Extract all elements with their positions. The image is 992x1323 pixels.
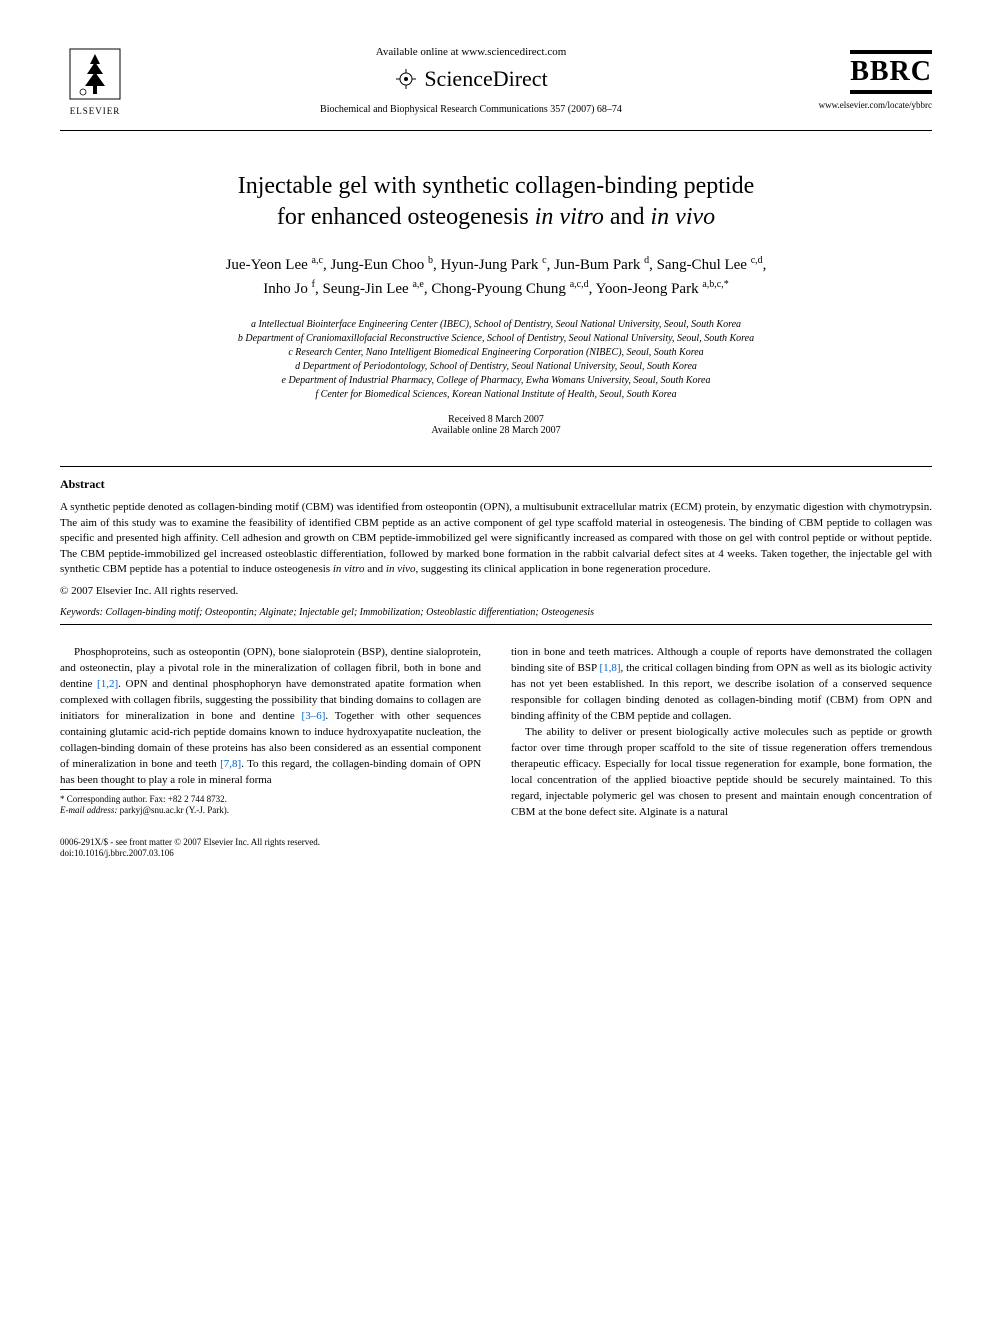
email-name: (Y.-J. Park). (186, 805, 229, 815)
author-1-sup: a,c (312, 255, 323, 266)
col2-p2: The ability to deliver or present biolog… (511, 725, 932, 821)
corresponding-label: * Corresponding author. Fax: +82 2 744 8… (60, 794, 481, 806)
abstract-part2: , suggesting its clinical application in… (416, 563, 711, 575)
keywords: Keywords: Collagen-binding motif; Osteop… (60, 607, 932, 618)
date-received: Received 8 March 2007 (60, 414, 932, 425)
affiliation-f: f Center for Biomedical Sciences, Korean… (60, 388, 932, 402)
elsevier-label: ELSEVIER (70, 106, 121, 116)
author-8: , Chong-Pyoung Chung (424, 281, 570, 297)
header-divider (60, 130, 932, 131)
page-footer: 0006-291X/$ - see front matter © 2007 El… (60, 837, 932, 860)
author-6: Inho Jo (263, 281, 311, 297)
email-label: E-mail address: (60, 805, 117, 815)
affiliations: a Intellectual Biointerface Engineering … (60, 318, 932, 402)
author-5: , Sang-Chul Lee (649, 257, 751, 273)
journal-url: www.elsevier.com/locate/ybbrc (812, 100, 932, 110)
sciencedirect-icon (394, 67, 418, 91)
abstract-top-divider (60, 466, 932, 467)
abstract-heading: Abstract (60, 477, 932, 492)
abstract-italic2: in vivo (386, 563, 416, 575)
journal-citation: Biochemical and Biophysical Research Com… (130, 104, 812, 115)
elsevier-logo: ELSEVIER (60, 40, 130, 120)
title-line2-pre: for enhanced osteogenesis (277, 204, 535, 230)
available-online-text: Available online at www.sciencedirect.co… (130, 46, 812, 58)
body-column-left: Phosphoproteins, such as osteopontin (OP… (60, 645, 481, 820)
affiliation-c: c Research Center, Nano Intelligent Biom… (60, 346, 932, 360)
sciencedirect-label: ScienceDirect (424, 66, 547, 92)
corresponding-author: * Corresponding author. Fax: +82 2 744 8… (60, 794, 481, 817)
author-8-sup: a,c,d (570, 279, 589, 290)
affiliation-e: e Department of Industrial Pharmacy, Col… (60, 374, 932, 388)
body-column-right: tion in bone and teeth matrices. Althoug… (511, 645, 932, 820)
ref-link-3[interactable]: [7,8] (220, 758, 241, 770)
center-header: Available online at www.sciencedirect.co… (130, 46, 812, 115)
author-9-sup: a,b,c,* (702, 279, 728, 290)
sciencedirect-brand: ScienceDirect (130, 66, 812, 92)
copyright-text: © 2007 Elsevier Inc. All rights reserved… (60, 585, 932, 597)
doi-text: doi:10.1016/j.bbrc.2007.03.106 (60, 848, 320, 860)
title-italic2: in vivo (651, 204, 716, 230)
affiliation-d: d Department of Periodontology, School o… (60, 360, 932, 374)
author-list: Jue-Yeon Lee a,c, Jung-Eun Choo b, Hyun-… (60, 253, 932, 300)
author-7: , Seung-Jin Lee (315, 281, 412, 297)
author-4: , Jun-Bum Park (547, 257, 645, 273)
abstract-bottom-divider (60, 624, 932, 625)
abstract-italic1: in vitro (333, 563, 365, 575)
elsevier-tree-icon (65, 44, 125, 104)
journal-logo: BBRC www.elsevier.com/locate/ybbrc (812, 50, 932, 110)
keywords-label: Keywords: (60, 607, 103, 618)
footnote-divider (60, 789, 180, 790)
author-5-sup: c,d (751, 255, 763, 266)
affiliation-b: b Department of Craniomaxillofacial Reco… (60, 332, 932, 346)
ref-link-1[interactable]: [1,2] (97, 678, 118, 690)
keywords-text: Collagen-binding motif; Osteopontin; Alg… (103, 607, 594, 618)
author-3: , Hyun-Jung Park (433, 257, 542, 273)
author-2: , Jung-Eun Choo (323, 257, 428, 273)
date-available: Available online 28 March 2007 (60, 425, 932, 436)
ref-link-4[interactable]: [1,8] (599, 662, 620, 674)
ref-link-2[interactable]: [3–6] (302, 710, 326, 722)
body-text: Phosphoproteins, such as osteopontin (OP… (60, 645, 932, 820)
author-7-sup: a,e (412, 279, 423, 290)
email-address[interactable]: parkyj@snu.ac.kr (117, 805, 185, 815)
bbrc-label: BBRC (850, 50, 932, 94)
author-1: Jue-Yeon Lee (226, 257, 312, 273)
abstract-mid: and (365, 563, 386, 575)
article-title: Injectable gel with synthetic collagen-b… (60, 171, 932, 233)
title-line2-mid: and (604, 204, 651, 230)
title-italic1: in vitro (535, 204, 604, 230)
author-9: , Yoon-Jeong Park (589, 281, 703, 297)
abstract-text: A synthetic peptide denoted as collagen-… (60, 500, 932, 577)
affiliation-a: a Intellectual Biointerface Engineering … (60, 318, 932, 332)
article-dates: Received 8 March 2007 Available online 2… (60, 414, 932, 436)
title-line1: Injectable gel with synthetic collagen-b… (238, 173, 755, 199)
page-header: ELSEVIER Available online at www.science… (60, 40, 932, 120)
issn-text: 0006-291X/$ - see front matter © 2007 El… (60, 837, 320, 849)
